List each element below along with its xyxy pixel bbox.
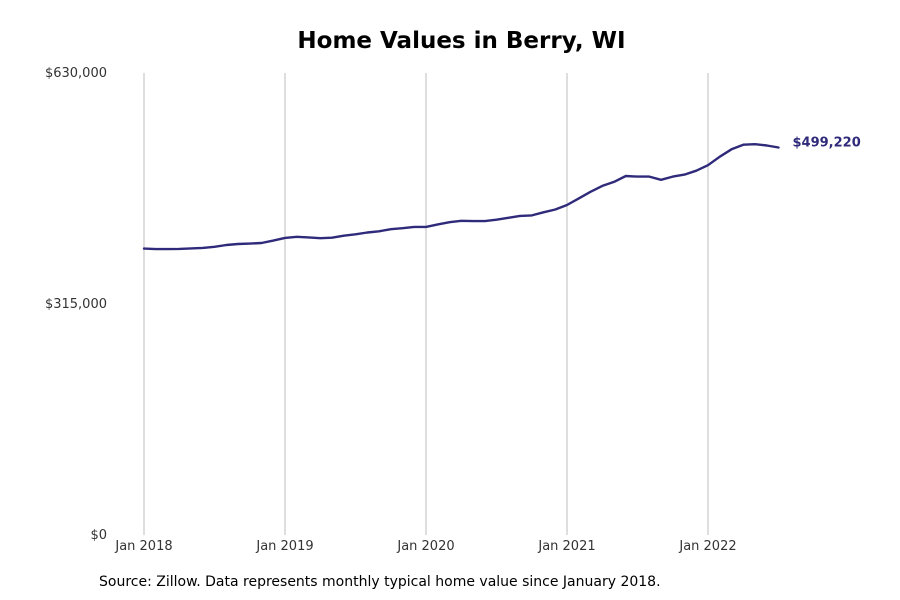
y-tick-label: $630,000: [45, 66, 107, 81]
y-axis-tick-labels: $0 $315,000 $630,000: [45, 66, 107, 543]
x-axis-tick-labels: Jan 2018 Jan 2019 Jan 2020 Jan 2021 Jan 2022: [114, 539, 736, 554]
source-note: Source: Zillow. Data represents monthly …: [99, 574, 661, 590]
x-tick-label: Jan 2018: [114, 539, 172, 554]
end-value-label: $499,220: [793, 136, 861, 151]
vertical-grid-lines: [143, 73, 709, 535]
y-tick-label: $0: [90, 528, 107, 543]
series-line: [142, 143, 780, 251]
x-tick-label: Jan 2021: [537, 539, 595, 554]
x-tick-label: Jan 2022: [678, 539, 736, 554]
x-tick-label: Jan 2019: [255, 539, 313, 554]
series-group: $499,220: [142, 136, 861, 251]
x-tick-label: Jan 2020: [396, 539, 454, 554]
chart-title: Home Values in Berry, WI: [297, 28, 626, 54]
y-tick-label: $315,000: [45, 297, 107, 312]
